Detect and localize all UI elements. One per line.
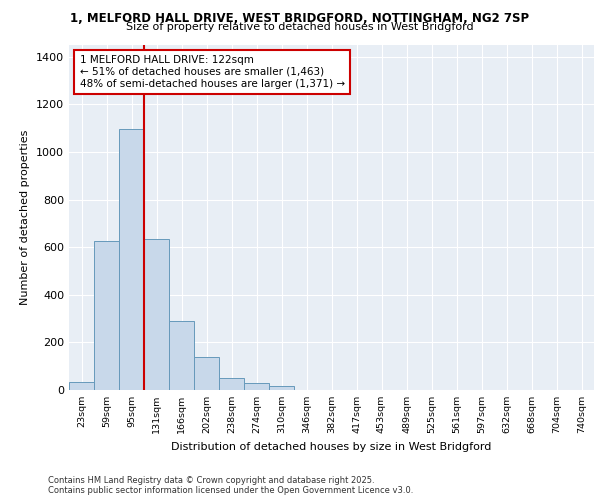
Bar [144,239,169,390]
Bar [219,378,244,390]
Text: 1, MELFORD HALL DRIVE, WEST BRIDGFORD, NOTTINGHAM, NG2 7SP: 1, MELFORD HALL DRIVE, WEST BRIDGFORD, N… [70,12,530,26]
Y-axis label: Number of detached properties: Number of detached properties [20,130,31,305]
Bar [194,356,219,390]
Bar [69,382,94,390]
Bar [119,130,144,390]
Bar [244,383,269,390]
Text: Contains HM Land Registry data © Crown copyright and database right 2025.
Contai: Contains HM Land Registry data © Crown c… [48,476,413,495]
X-axis label: Distribution of detached houses by size in West Bridgford: Distribution of detached houses by size … [172,442,491,452]
Bar [94,242,119,390]
Bar [169,321,194,390]
Text: 1 MELFORD HALL DRIVE: 122sqm
← 51% of detached houses are smaller (1,463)
48% of: 1 MELFORD HALL DRIVE: 122sqm ← 51% of de… [79,56,344,88]
Text: Size of property relative to detached houses in West Bridgford: Size of property relative to detached ho… [126,22,474,32]
Bar [269,386,294,390]
